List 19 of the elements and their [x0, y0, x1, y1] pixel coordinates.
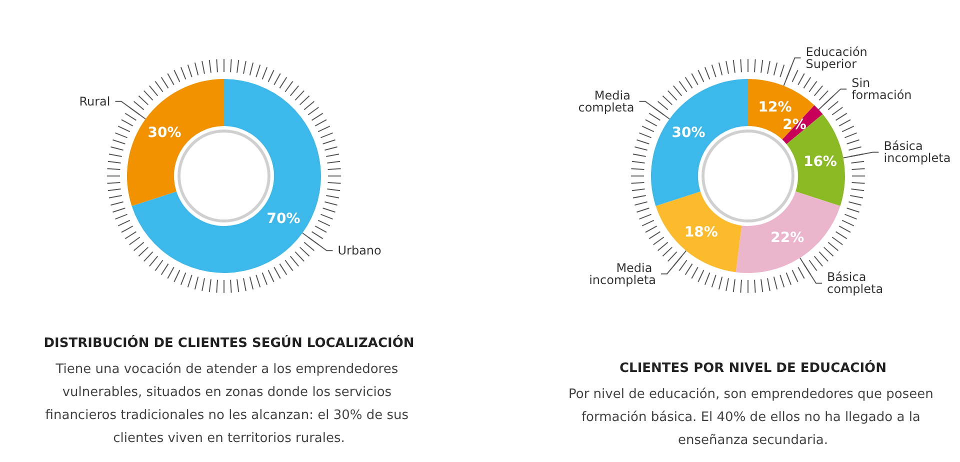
text: Por nivel de educación, son emprendedores que poseen formación básica. El 40% de ellos no ha llegado a la enseñanza secundaria. [568, 387, 938, 448]
slice-label: Media incompleta [589, 260, 656, 287]
data-label: 30% [672, 124, 706, 141]
data-label: 30% [148, 124, 182, 141]
data-label: 16% [803, 154, 837, 170]
slice-label: Rural [79, 94, 110, 108]
data-label: 12% [758, 100, 792, 116]
text: Tiene una vocación de atender a los emprendedores vulnerables, situados en zonas donde los servicios financieros tradicionales no les alcanzan: el 30% de sus clientes viven en territorios rurales. [45, 362, 413, 446]
data-label: 22% [770, 230, 804, 246]
slice-label: Urbano [338, 244, 382, 258]
data-label: 18% [684, 224, 718, 241]
text: DISTRIBUCIÓN DE CLIENTES SEGÚN LOCALIZACIÓN [44, 334, 414, 351]
slice-label: Media completa [578, 88, 634, 114]
slice-label: Básica completa [827, 270, 884, 296]
text: CLIENTES POR NIVEL DE EDUCACIÓN [620, 359, 886, 376]
slice-label: Básica incompleta [884, 139, 951, 166]
data-label: 70% [266, 211, 300, 228]
slice-label: Sin formación [852, 76, 912, 102]
slice-label: Educación Superior [806, 44, 872, 71]
